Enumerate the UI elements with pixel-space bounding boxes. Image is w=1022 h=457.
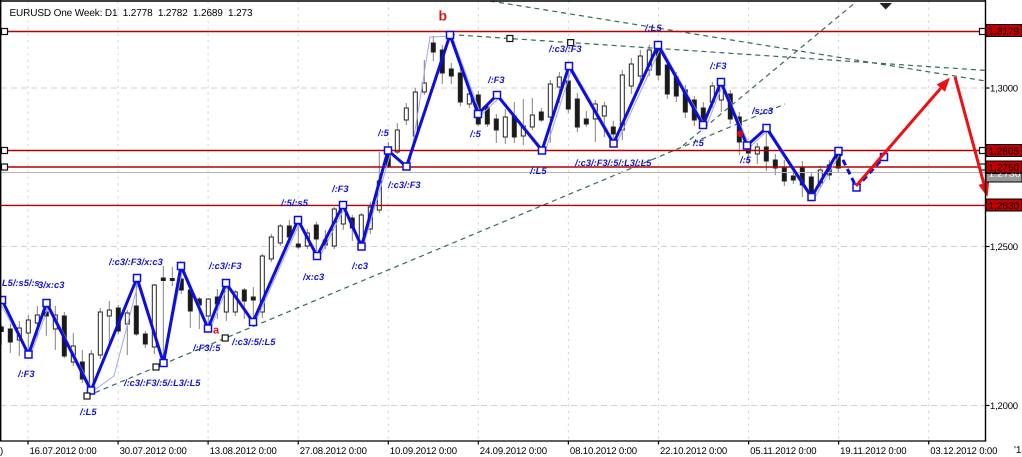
svg-text:a: a [213, 325, 220, 337]
svg-text:/:c3/:F3: /:c3/:F3 [208, 261, 242, 271]
svg-text:30.07.2012 0:00: 30.07.2012 0:00 [120, 446, 187, 457]
svg-text:3/x:c3: 3/x:c3 [38, 280, 65, 290]
svg-text:1,2000: 1,2000 [990, 401, 1018, 412]
svg-text:16.07.2012 0:00: 16.07.2012 0:00 [30, 446, 97, 457]
svg-text:/:c3/:F3/:5/:L3/:L5: /:c3/:F3/:5/:L3/:L5 [574, 158, 652, 168]
svg-text:13.08.2012 0:00: 13.08.2012 0:00 [210, 446, 277, 457]
svg-text:1,2750: 1,2750 [989, 163, 1020, 174]
svg-text:05.11.2012 0:00: 05.11.2012 0:00 [750, 446, 816, 457]
svg-text:/:F3/:5: /:F3/:5 [192, 343, 221, 353]
svg-text:/:F3: /:F3 [487, 75, 505, 85]
svg-text:/:c3/:5/:L5: /:c3/:5/:L5 [231, 337, 276, 347]
svg-text:/:L5: /:L5 [529, 166, 547, 176]
svg-text:03.12.2012 0:00: 03.12.2012 0:00 [930, 446, 997, 457]
svg-text:/:F3: /:F3 [331, 184, 349, 194]
svg-text:1,3000: 1,3000 [990, 84, 1018, 95]
svg-text:1,2630: 1,2630 [989, 201, 1020, 212]
svg-text:1,2500: 1,2500 [990, 242, 1018, 253]
svg-text:1,2805: 1,2805 [989, 146, 1020, 157]
svg-text:/:F3: /:F3 [709, 61, 727, 71]
svg-text:/:5: /:5 [739, 155, 752, 165]
svg-text:1,2736: 1,2736 [989, 168, 1021, 180]
svg-text:/:L5: /:L5 [79, 407, 97, 417]
svg-text:/:L5: /:L5 [644, 23, 662, 33]
svg-text:L5/:s5/:s: L5/:s5/:s [2, 278, 40, 288]
svg-text:08.10.2012 0:00: 08.10.2012 0:00 [570, 446, 637, 457]
svg-text:24.09.2012 0:00: 24.09.2012 0:00 [480, 446, 547, 457]
svg-text:27.08.2012 0:00: 27.08.2012 0:00 [300, 446, 367, 457]
svg-text:/:F3: /:F3 [17, 369, 35, 379]
svg-text:'1: '1 [1014, 445, 1022, 456]
svg-text:/:5: /:5 [469, 129, 482, 139]
svg-text:/:5: /:5 [377, 128, 390, 138]
svg-text:/:c3: /:c3 [351, 261, 369, 271]
svg-text:/:5/:s5: /:5/:s5 [280, 198, 309, 208]
svg-text:/:c3/:F3/x:c3: /:c3/:F3/x:c3 [108, 257, 164, 267]
svg-text:/:c3/:F3: /:c3/:F3 [548, 44, 582, 54]
svg-text:19.11.2012 0:00: 19.11.2012 0:00 [840, 446, 906, 457]
svg-text:EURUSD One Week: D1 1.2778 1: EURUSD One Week: D1 1.2778 1.2782 1.2689… [10, 8, 253, 19]
svg-text:22.10.2012 0:00: 22.10.2012 0:00 [660, 446, 727, 457]
svg-text:): ) [0, 446, 3, 457]
svg-text:/x:c3: /x:c3 [302, 272, 325, 282]
svg-text:b: b [439, 8, 448, 24]
svg-text:/:c3/:F3: /:c3/:F3 [387, 180, 421, 190]
svg-text:10.09.2012 0:00: 10.09.2012 0:00 [390, 446, 457, 457]
svg-text:/:5: /:5 [692, 138, 705, 148]
svg-text:/s:c3: /s:c3 [751, 106, 774, 116]
svg-text:/:c3/:F3/:5/:L3/:L5: /:c3/:F3/:5/:L3/:L5 [123, 378, 201, 388]
svg-text:1,3179: 1,3179 [989, 26, 1020, 37]
